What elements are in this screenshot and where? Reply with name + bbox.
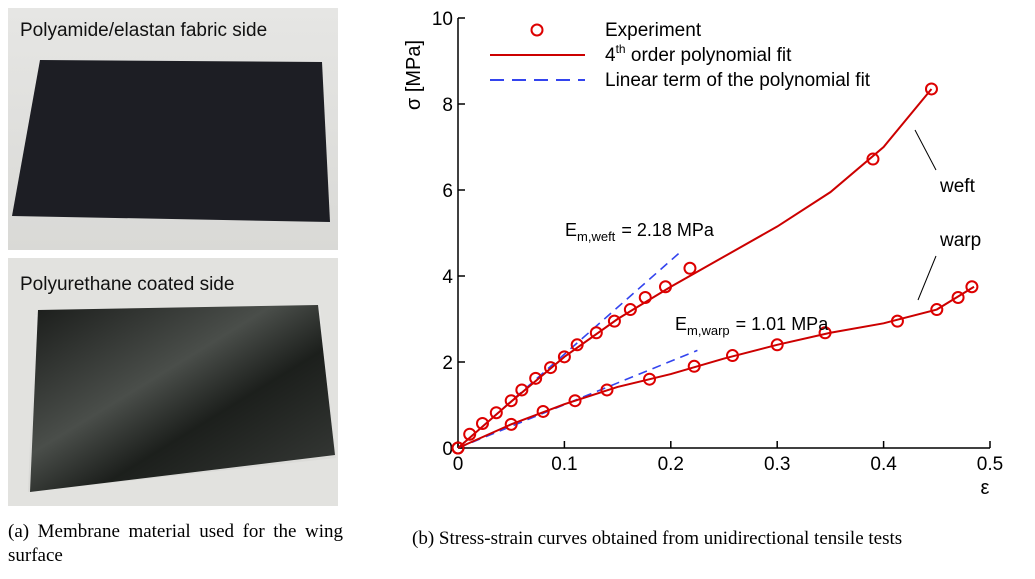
legend-label-part: 4 [605, 45, 616, 66]
experiment-point [475, 416, 489, 430]
photo-label: Polyamide/elastan fabric side [20, 20, 267, 41]
modulus-label: Em,warp = 1.01 MPa [675, 314, 829, 338]
x-tick-label: 0.5 [977, 454, 1003, 475]
experiment-point [536, 404, 550, 418]
polynomial-fit [457, 285, 975, 449]
experiment-point [504, 394, 518, 408]
experiment-point [638, 291, 652, 304]
experiment-point [726, 349, 740, 363]
experiment-point [890, 314, 904, 328]
photo-bottom: Polyurethane coated side [8, 258, 338, 506]
curve-label: weft [939, 176, 976, 197]
caption-a: (a) Membrane material used for the wing … [8, 521, 343, 566]
experiment-point [568, 394, 582, 408]
experiment-point [607, 314, 621, 328]
x-tick-label: 0 [453, 454, 464, 475]
modulus-value: = 2.18 MPa [621, 220, 715, 240]
modulus-symbol: E [565, 220, 577, 240]
polynomial-fit [457, 88, 933, 449]
experiment-point [504, 417, 518, 431]
modulus-value: = 1.01 MPa [736, 314, 830, 334]
legend-label: Experiment [605, 20, 702, 41]
experiment-point [924, 82, 938, 96]
experiment-point [818, 326, 832, 340]
y-tick-label: 10 [432, 9, 453, 30]
y-tick-label: 4 [442, 267, 453, 288]
legend-marker [530, 23, 544, 37]
caption-b: (b) Stress-strain curves obtained from u… [412, 528, 902, 549]
caption-text: (a) Membrane material used for the wing … [8, 521, 343, 566]
y-tick-label: 0 [442, 439, 453, 460]
experiment-point [557, 350, 571, 364]
experiment-point [600, 383, 614, 397]
experiment-point [529, 371, 543, 385]
plot: 0 2 4 6 8 10 0 0.1 0.2 0.3 0.4 0.5ε σ [MPa] weft Em,we… [403, 9, 1003, 499]
legend-label-part: th [616, 42, 626, 56]
linear-fit [457, 349, 698, 449]
x-tick-label: 0.4 [870, 454, 897, 475]
experiment-point [687, 359, 701, 373]
experiment-point [570, 338, 584, 352]
y-tick-label: 6 [442, 181, 453, 202]
legend-label: 4th order polynomial fit [605, 42, 792, 66]
experiment-point [951, 291, 965, 304]
experiment-point [589, 326, 603, 340]
experiment-point [544, 361, 558, 375]
modulus-label: Em,weft = 2.18 MPa [565, 220, 715, 244]
leader-line [917, 255, 937, 301]
experiment-point [770, 338, 784, 352]
x-axis-label: ε [981, 477, 990, 499]
y-tick-label: 2 [442, 353, 453, 374]
photo-label: Polyurethane coated side [20, 274, 234, 295]
modulus-subscript: m,warp [687, 323, 730, 338]
experiment-point [930, 303, 944, 317]
experiment-point [965, 280, 979, 294]
x-tick-label: 0.2 [658, 454, 684, 475]
experiment-point [623, 303, 637, 317]
x-tick-label: 0.3 [764, 454, 790, 475]
experiment-point [643, 372, 657, 386]
experiment-point [489, 406, 503, 420]
y-tick-label: 8 [442, 95, 453, 116]
experiment-point [683, 261, 697, 275]
x-tick-label: 0.1 [551, 454, 577, 475]
curve-label: warp [939, 230, 981, 251]
y-axis-label: σ [MPa] [403, 40, 425, 110]
experiment-point [866, 152, 880, 166]
photo-top: Polyamide/elastan fabric side [8, 8, 338, 250]
experiment-point [515, 383, 529, 397]
experiment-point [451, 441, 465, 455]
legend-label-part: order polynomial fit [626, 45, 793, 66]
experiment-point [658, 280, 672, 294]
modulus-symbol: E [675, 314, 687, 334]
modulus-subscript: m,weft [577, 229, 616, 244]
experiment-point [463, 427, 477, 441]
leader-line [914, 129, 937, 171]
legend-label: Linear term of the polynomial fit [605, 70, 871, 91]
